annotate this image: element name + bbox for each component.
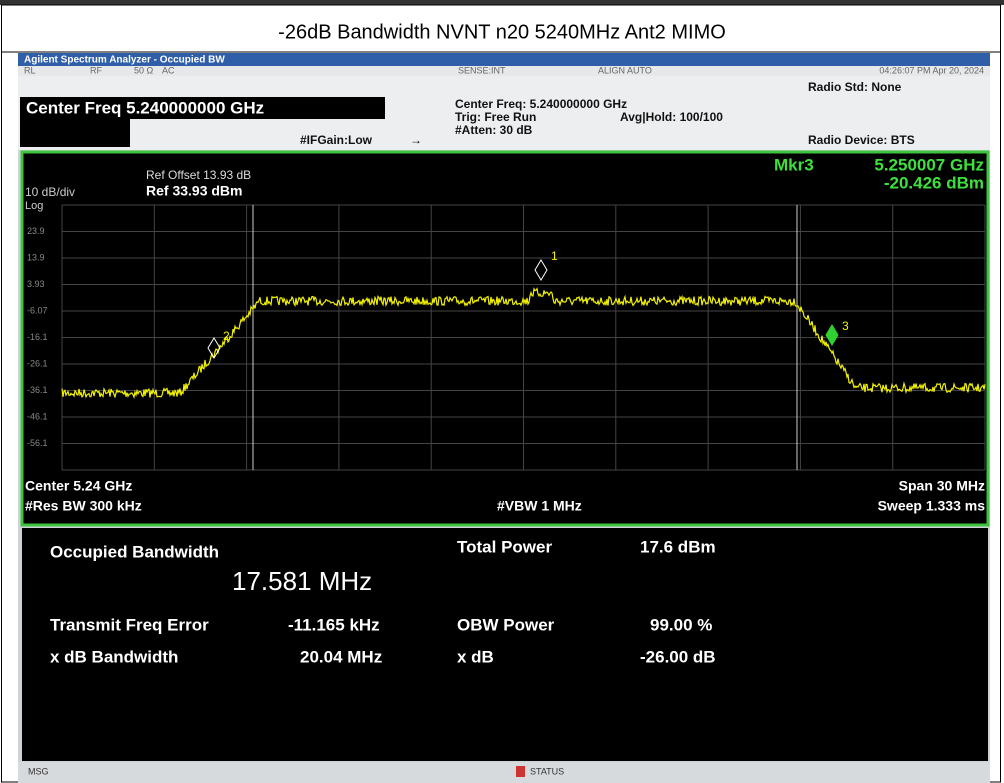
marker-label: 3 [842,319,849,333]
status-text: STATUS [530,766,564,776]
if-gain: #IFGain:Low [300,133,373,147]
total-power-value: 17.6 dBm [640,537,716,556]
marker-readout-freq: 5.250007 GHz [874,155,984,174]
toolbar [18,66,990,76]
xdb-bw-label: x dB Bandwidth [50,647,178,666]
scale: 10 dB/div [25,185,75,199]
trig: Trig: Free Run [455,110,536,124]
xdb-bw-value: 20.04 MHz [300,647,382,666]
marker-2 [207,337,221,359]
graph-frame [20,150,990,527]
toolbar-rf: RF [90,65,102,75]
document-title: -26dB Bandwidth NVNT n20 5240MHz Ant2 MI… [278,21,726,43]
center-freq-info: Center Freq: 5.240000000 GHz [455,97,627,111]
window-title: Agilent Spectrum Analyzer - Occupied BW [24,55,225,66]
marker-1 [534,259,548,281]
y-label: 13.9 [27,252,45,262]
center-freq-box [20,97,385,119]
span: Span 30 MHz [899,478,985,494]
y-label: -16.1 [27,332,48,342]
toolbar-timestamp: 04:26:07 PM Apr 20, 2024 [879,65,984,75]
toolbar-sense: SENSE:INT [458,65,506,75]
occupied-bw-value: 17.581 MHz [232,566,372,596]
atten: #Atten: 30 dB [455,123,533,137]
y-label: -46.1 [27,411,48,421]
window-titlebar [18,53,990,66]
radio-device: Radio Device: BTS [808,133,915,147]
obw-power-label: OBW Power [457,615,555,634]
xdb-value: -26.00 dB [640,647,716,666]
total-power-label: Total Power [457,537,552,556]
marker-readout-level: -20.426 dBm [884,173,984,192]
avg-hold: Avg|Hold: 100/100 [620,110,723,124]
scale-type: Log [25,200,43,212]
occupied-bw-label: Occupied Bandwidth [50,542,219,561]
toolbar-impedance: 50 Ω [134,65,154,75]
marker-label: 1 [551,249,558,263]
freq-error-value: -11.165 kHz [288,615,380,634]
y-label: 3.93 [27,279,45,289]
grid [61,204,986,471]
status-msg: MSG [28,766,49,776]
entry-box [20,119,130,147]
y-label: -56.1 [27,438,48,448]
obw-power-value: 99.00 % [650,615,712,634]
res-bw: #Res BW 300 kHz [25,498,142,514]
marker-label: 2 [223,329,230,343]
radio-std: Radio Std: None [808,80,902,94]
y-label: -6.07 [27,305,48,315]
vbw: #VBW 1 MHz [497,498,582,514]
marker-3 [825,324,839,346]
y-label: -26.1 [27,358,48,368]
ref-offset: Ref Offset 13.93 dB [146,168,251,182]
toolbar-align: ALIGN AUTO [598,65,652,75]
y-label: -36.1 [27,385,48,395]
top-bar [0,0,1004,5]
status-icon [516,766,525,777]
center-freq: Center Freq 5.240000000 GHz [26,98,264,117]
sweep: Sweep 1.333 ms [878,498,986,514]
y-label: 23.9 [27,226,45,236]
trace [61,287,986,399]
toolbar-rl: RL [24,65,36,75]
status-bar [18,762,990,783]
center: Center 5.24 GHz [25,478,132,494]
marker-readout-name: Mkr3 [774,155,814,174]
ref-level: Ref 33.93 dBm [146,183,242,199]
arrow-icon: → [410,133,422,147]
toolbar-coupling: AC [162,65,175,75]
freq-error-label: Transmit Freq Error [50,615,209,634]
xdb-label: x dB [457,647,494,666]
results-panel [22,528,988,761]
